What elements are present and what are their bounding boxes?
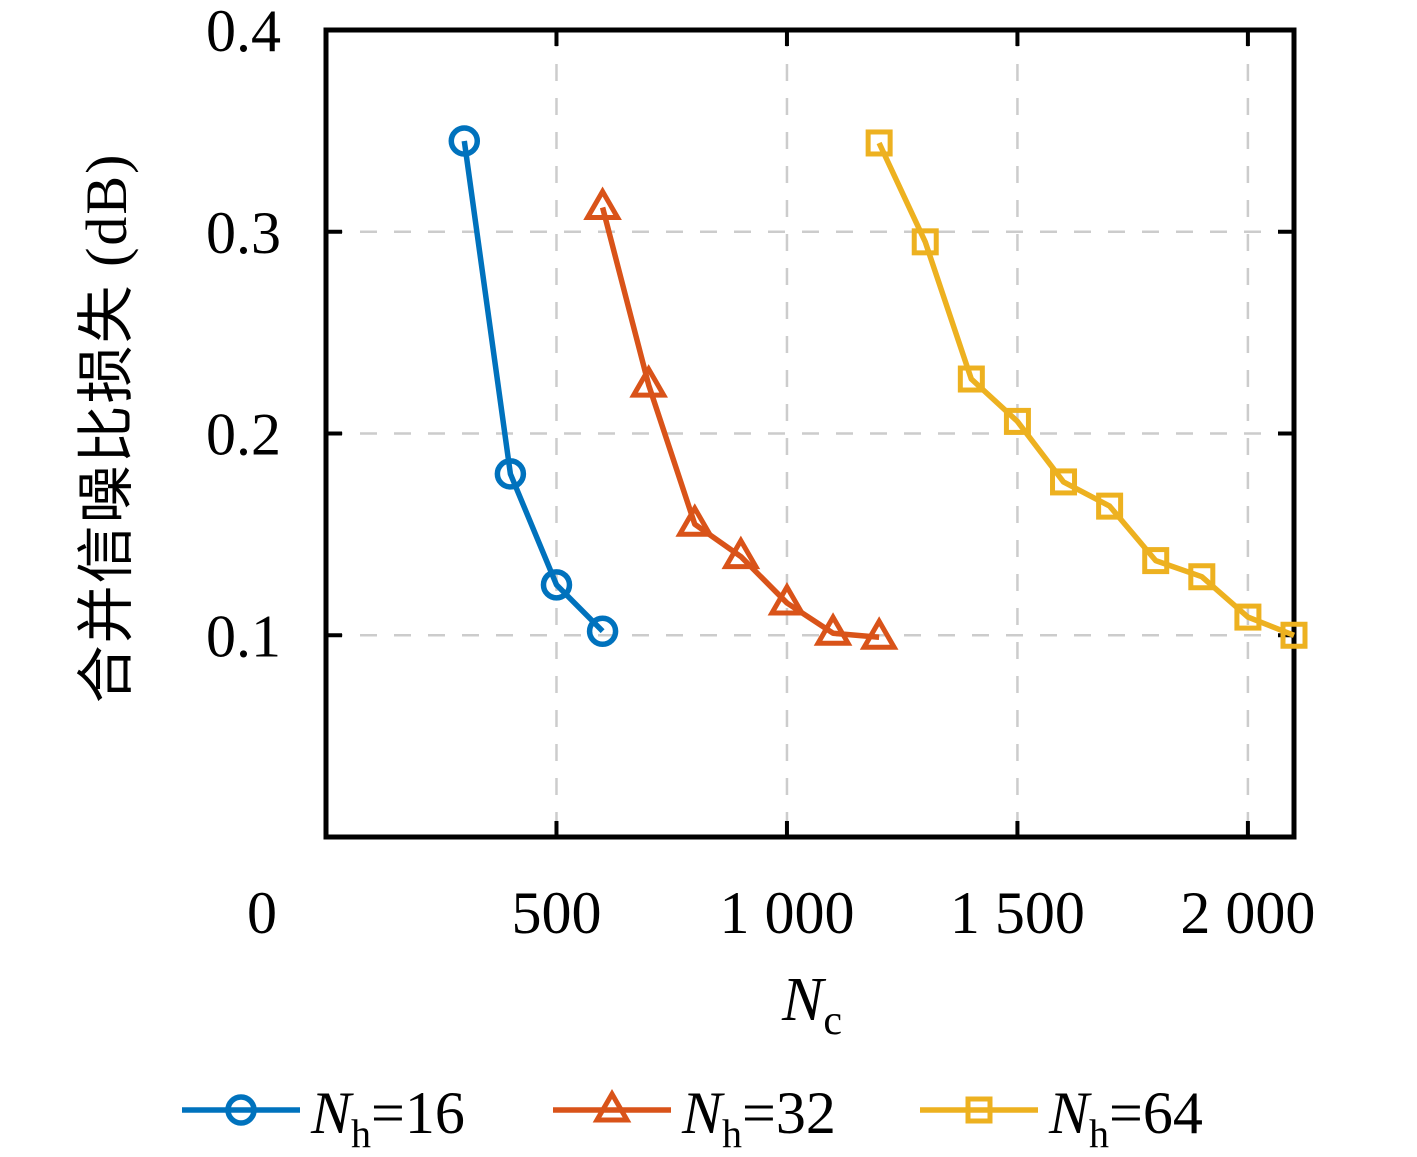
- legend: Nh=16 Nh=32 Nh=64: [182, 1080, 1203, 1156]
- legend-label-value: =16: [371, 1080, 465, 1146]
- series-line-Nh=64: [876, 141, 1296, 638]
- data-point-circle: [586, 615, 619, 647]
- data-point-triangle: [767, 581, 807, 616]
- legend-entry-Nh=32: Nh=32: [553, 1080, 836, 1156]
- legend-entry-Nh=16: Nh=16: [182, 1080, 465, 1156]
- data-point-square: [957, 365, 985, 393]
- data-point-square: [1280, 621, 1308, 649]
- data-point-triangle: [859, 616, 899, 650]
- y-tick-label: 0.1: [206, 603, 281, 669]
- x-tick-label: 2 000: [1180, 880, 1315, 946]
- x-axis-title: Nc: [781, 966, 842, 1044]
- legend-label-subscript: h: [351, 1111, 371, 1156]
- grid-layer: [326, 30, 1294, 837]
- data-point-circle: [448, 125, 481, 157]
- data-point-square: [1050, 468, 1078, 496]
- data-point-square: [911, 228, 939, 256]
- legend-label-subscript: h: [722, 1111, 742, 1156]
- data-point-triangle: [629, 364, 668, 398]
- legend-label-symbol: N: [681, 1080, 725, 1146]
- legend-label: Nh=16: [310, 1080, 465, 1156]
- y-tick-label: 0.3: [206, 200, 281, 266]
- origin-tick-label: 0: [247, 880, 277, 946]
- tick-label-layer: 0 500 1 000 1 500 2 000 0.1 0.2 0.3 0.4: [206, 0, 1315, 946]
- data-point-triangle: [583, 186, 622, 221]
- data-point-circle: [540, 569, 573, 601]
- series-line-Nh=32: [599, 206, 880, 641]
- data-point-square: [1234, 603, 1262, 631]
- data-point-square: [965, 1096, 993, 1124]
- legend-label-subscript: h: [1089, 1111, 1109, 1156]
- legend-label: Nh=32: [681, 1080, 836, 1156]
- data-point-triangle: [675, 503, 715, 537]
- data-point-square: [1003, 407, 1031, 435]
- data-point-triangle: [721, 535, 761, 570]
- legend-label-symbol: N: [1048, 1080, 1092, 1146]
- x-tick-label: 1 000: [719, 880, 854, 946]
- y-axis-title: 合并信噪比损失 (dB): [74, 153, 139, 704]
- data-point-circle: [225, 1094, 257, 1126]
- legend-label-value: =32: [742, 1080, 836, 1146]
- x-axis-title-symbol: N: [781, 966, 827, 1034]
- x-tick-label: 500: [511, 880, 601, 946]
- y-tick-label: 0.2: [206, 402, 281, 468]
- legend-entry-Nh=64: Nh=64: [920, 1080, 1203, 1156]
- legend-label-symbol: N: [310, 1080, 354, 1146]
- data-point-triangle: [813, 612, 853, 646]
- data-point-square: [1142, 547, 1170, 575]
- data-point-circle: [494, 458, 527, 490]
- data-point-square: [1188, 563, 1216, 591]
- x-tick-label: 1 500: [950, 880, 1085, 946]
- series-line-Nh=16: [461, 140, 605, 634]
- data-point-square: [865, 129, 893, 157]
- series-layer: [448, 125, 1308, 650]
- y-tick-label: 0.4: [206, 0, 281, 64]
- legend-label: Nh=64: [1048, 1080, 1203, 1156]
- legend-label-value: =64: [1109, 1080, 1203, 1146]
- data-point-square: [1096, 492, 1124, 520]
- axes-layer: [323, 27, 1297, 840]
- data-point-triangle: [592, 1088, 632, 1123]
- x-axis-title-subscript: c: [823, 998, 842, 1044]
